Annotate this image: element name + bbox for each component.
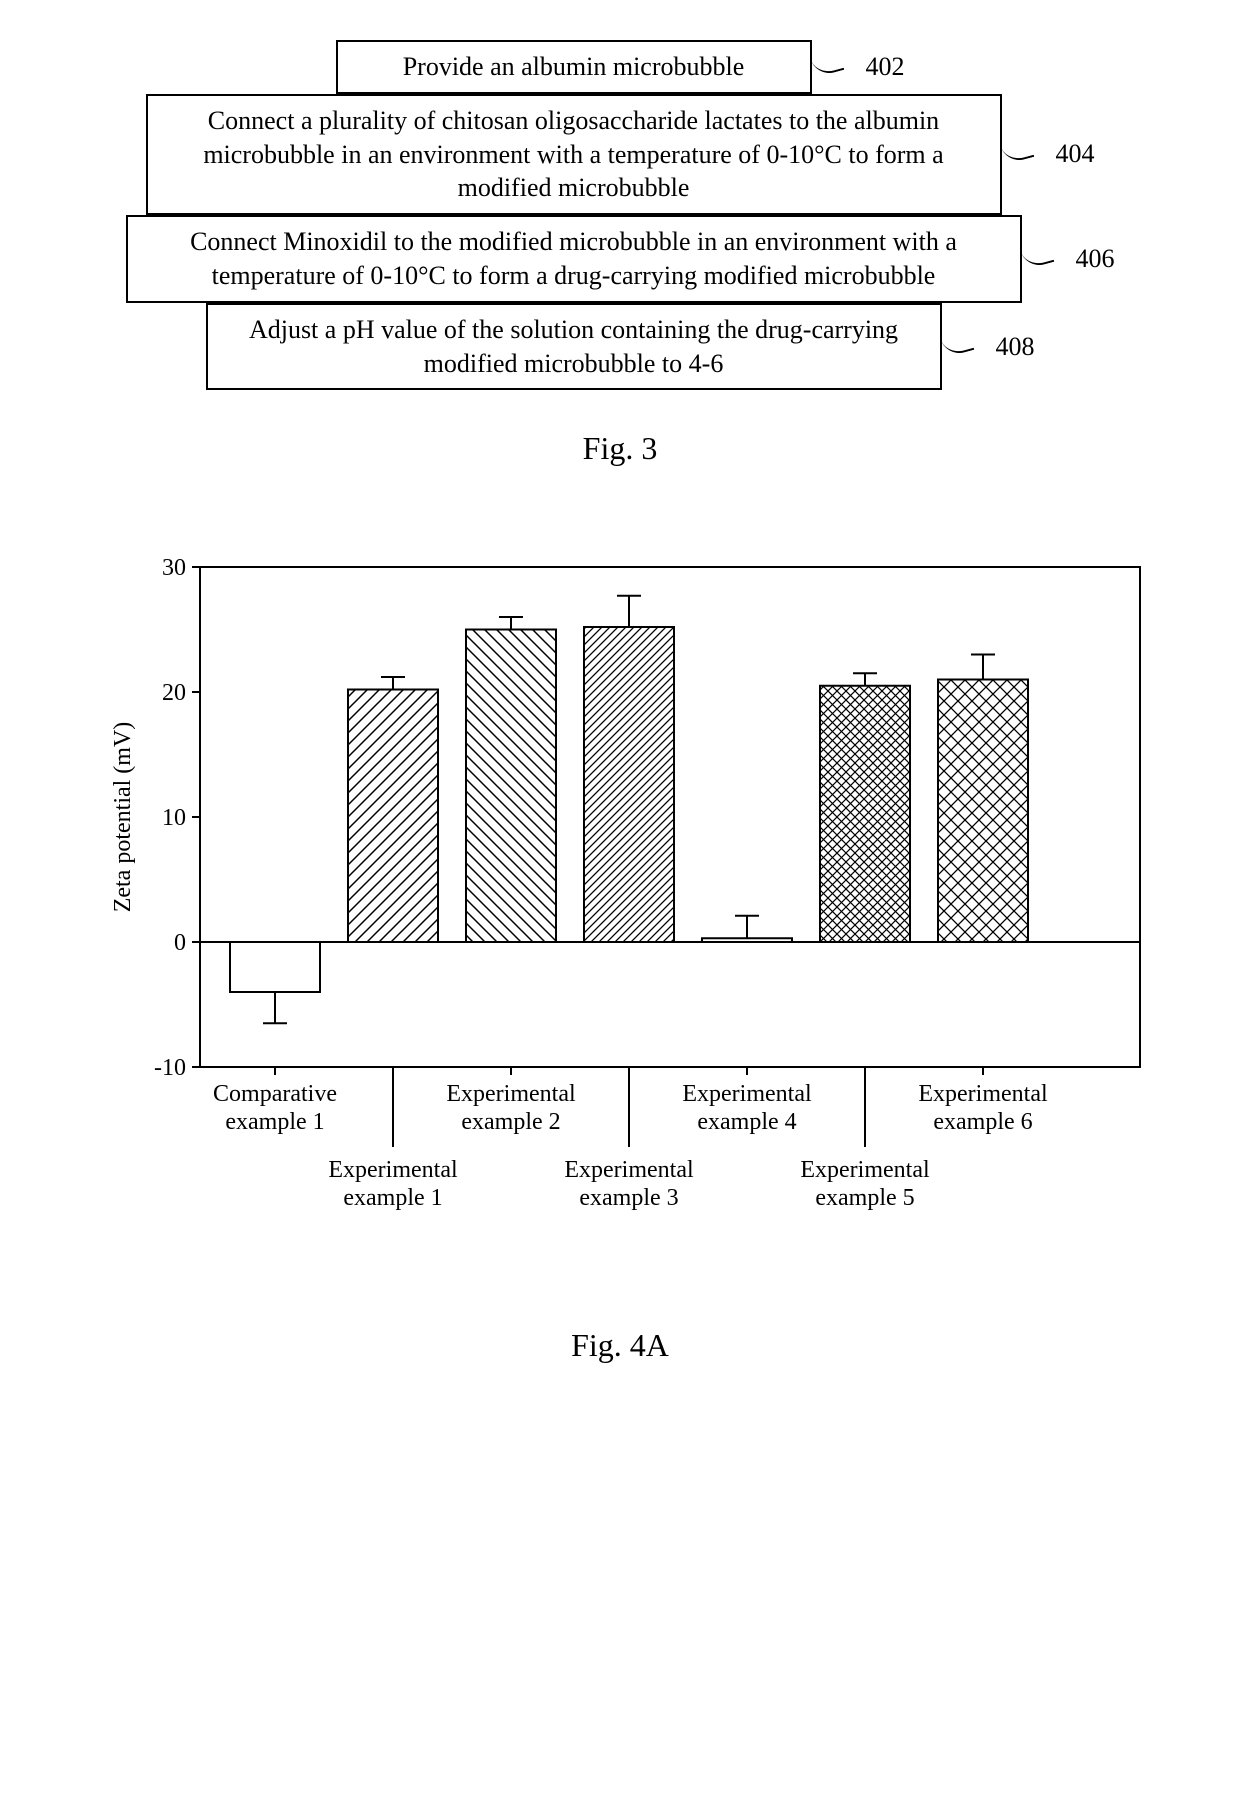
svg-text:example 1: example 1 <box>343 1185 442 1211</box>
svg-text:example 6: example 6 <box>933 1109 1032 1135</box>
flow-step-4: Adjust a pH value of the solution contai… <box>206 303 942 391</box>
flow-label-connector-1: 402 <box>812 52 905 82</box>
flow-step-1: Provide an albumin microbubble <box>336 40 812 94</box>
chart-container: -10 0 10 20 30 Zeta potential (mV) Comparative… <box>30 547 1210 1277</box>
svg-text:Experimental: Experimental <box>800 1157 930 1183</box>
svg-text:10: 10 <box>162 805 186 831</box>
flow-step-2: Connect a plurality of chitosan oligosac… <box>146 94 1002 215</box>
svg-text:example 2: example 2 <box>461 1109 560 1135</box>
flow-step-2-row: Connect a plurality of chitosan oligosac… <box>30 94 1210 215</box>
flow-label-4: 408 <box>996 332 1035 362</box>
svg-text:Experimental: Experimental <box>446 1081 576 1107</box>
svg-text:30: 30 <box>162 555 186 581</box>
figure-3-caption: Fig. 3 <box>30 430 1210 467</box>
svg-text:Experimental: Experimental <box>328 1157 458 1183</box>
flow-label-1: 402 <box>866 52 905 82</box>
flow-label-connector-4: 408 <box>942 332 1035 362</box>
flow-step-3-row: Connect Minoxidil to the modified microb… <box>30 215 1210 303</box>
svg-text:-10: -10 <box>154 1055 186 1081</box>
svg-text:Experimental: Experimental <box>682 1081 812 1107</box>
flow-step-4-row: Adjust a pH value of the solution contai… <box>30 303 1210 391</box>
svg-text:Comparative: Comparative <box>213 1081 337 1107</box>
flow-label-2: 404 <box>1056 139 1095 169</box>
figure-4a-caption: Fig. 4A <box>30 1327 1210 1364</box>
svg-text:Experimental: Experimental <box>564 1157 694 1183</box>
flow-label-connector-3: 406 <box>1022 244 1115 274</box>
zeta-potential-chart: -10 0 10 20 30 Zeta potential (mV) Comparative… <box>90 547 1150 1277</box>
svg-text:20: 20 <box>162 680 186 706</box>
svg-text:example 5: example 5 <box>815 1185 914 1211</box>
flow-step-1-row: Provide an albumin microbubble 402 <box>30 40 1210 94</box>
svg-text:Zeta potential (mV): Zeta potential (mV) <box>110 722 136 913</box>
svg-text:Experimental: Experimental <box>918 1081 1048 1107</box>
flow-label-connector-2: 404 <box>1002 139 1095 169</box>
svg-text:example 3: example 3 <box>579 1185 678 1211</box>
svg-text:0: 0 <box>174 930 186 956</box>
svg-text:example 1: example 1 <box>225 1109 324 1135</box>
svg-text:example 4: example 4 <box>697 1109 796 1135</box>
flow-step-3: Connect Minoxidil to the modified microb… <box>126 215 1022 303</box>
flowchart: Provide an albumin microbubble 402 Conne… <box>30 40 1210 390</box>
flow-label-3: 406 <box>1076 244 1115 274</box>
